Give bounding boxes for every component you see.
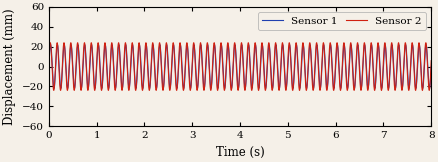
Sensor 2 <box>350 74 356 76</box>
Sensor 2 <box>219 42 224 44</box>
Sensor 1 <box>65 86 71 88</box>
Sensor 2 <box>46 60 52 62</box>
Sensor 2 <box>65 84 71 86</box>
Sensor 1 <box>272 49 278 51</box>
Sensor 2 <box>113 89 118 91</box>
Sensor 2 <box>185 44 190 46</box>
Sensor 2 <box>289 83 294 85</box>
X-axis label: Time (s): Time (s) <box>215 145 265 159</box>
Line: Sensor 2: Sensor 2 <box>49 43 431 90</box>
Sensor 1 <box>185 44 190 46</box>
Y-axis label: Displacement (mm): Displacement (mm) <box>4 8 17 125</box>
Sensor 1 <box>99 87 104 89</box>
Sensor 2 <box>330 76 335 78</box>
Sensor 2 <box>429 60 434 62</box>
Sensor 2 <box>272 43 278 45</box>
Sensor 1 <box>46 66 52 68</box>
Line: Sensor 1: Sensor 1 <box>49 45 431 88</box>
Legend: Sensor 1, Sensor 2: Sensor 1, Sensor 2 <box>258 12 426 30</box>
Sensor 1 <box>289 77 294 79</box>
Sensor 1 <box>376 44 381 46</box>
Sensor 1 <box>350 67 355 69</box>
Sensor 1 <box>429 66 434 68</box>
Sensor 1 <box>330 69 335 70</box>
